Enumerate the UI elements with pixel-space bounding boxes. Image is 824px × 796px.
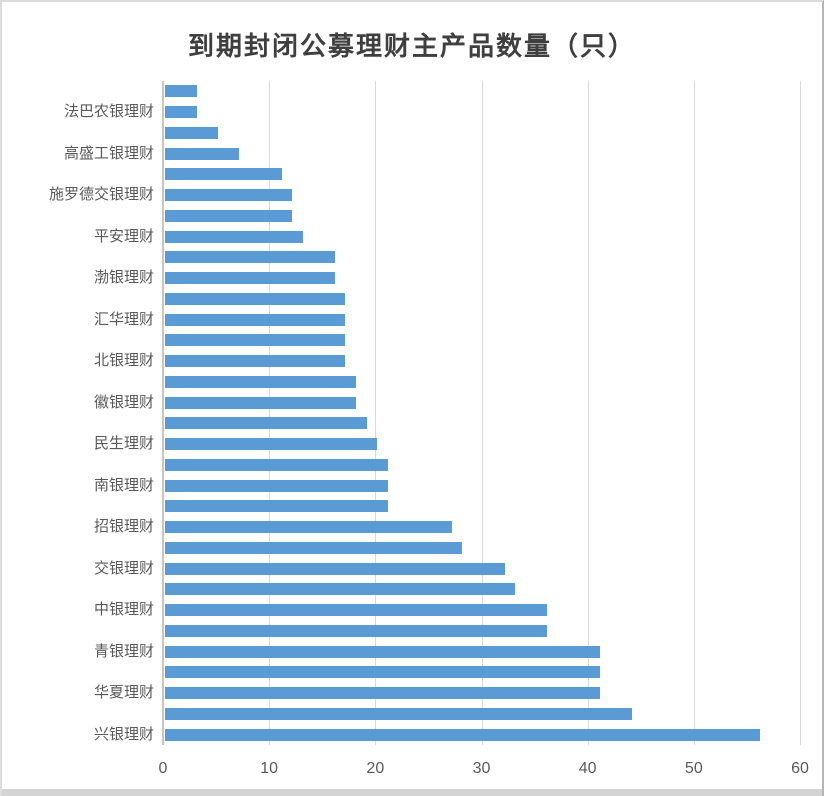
- category-label: 法巴农银理财: [63, 103, 154, 121]
- bar: [165, 728, 760, 741]
- bar: [165, 313, 346, 326]
- x-tick-label: 40: [578, 760, 597, 777]
- bar: [165, 604, 548, 617]
- x-tick-label: 30: [472, 760, 491, 777]
- bar: [165, 147, 240, 160]
- gridline: [375, 81, 377, 745]
- bar: [165, 666, 601, 679]
- category-label: 招银理财: [93, 518, 154, 536]
- bar: [165, 541, 463, 554]
- category-label: 北银理财: [93, 352, 154, 370]
- bar: [165, 230, 304, 243]
- bar: [165, 521, 452, 534]
- bar: [165, 438, 378, 451]
- bar: [165, 209, 293, 222]
- category-label: 高盛工银理财: [63, 144, 154, 162]
- bar: [165, 126, 219, 139]
- category-label: 交银理财: [93, 559, 154, 577]
- bar: [165, 458, 388, 471]
- category-label: 徽银理财: [93, 393, 154, 411]
- bar: [165, 687, 601, 700]
- bar: [165, 168, 282, 181]
- bar: [165, 106, 197, 119]
- x-tick-label: 20: [366, 760, 385, 777]
- bar: [165, 562, 505, 575]
- gridline: [481, 81, 483, 745]
- chart-title: 到期封闭公募理财主产品数量（只）: [187, 31, 636, 61]
- bar: [165, 583, 516, 596]
- bar: [165, 334, 346, 347]
- category-label: 平安理财: [93, 227, 154, 245]
- bottom-strip: [2, 789, 822, 796]
- gridline: [269, 81, 271, 745]
- gridline: [693, 81, 695, 745]
- category-label: 兴银理财: [93, 725, 154, 743]
- x-tick-label: 10: [260, 760, 279, 777]
- y-axis-line: [162, 81, 164, 745]
- category-label: 渤银理财: [93, 269, 154, 287]
- bar: [165, 500, 388, 513]
- bar: [165, 624, 548, 637]
- bar: [165, 85, 197, 98]
- category-label: 青银理财: [93, 642, 154, 660]
- gridline: [800, 81, 801, 745]
- gridline: [587, 81, 589, 745]
- category-label: 中银理财: [93, 601, 154, 619]
- plot-area: [162, 81, 801, 745]
- category-label: 民生理财: [93, 435, 154, 453]
- x-tick-label: 0: [158, 760, 168, 777]
- x-tick-label: 60: [791, 760, 809, 777]
- category-label: 南银理财: [93, 476, 154, 494]
- category-label: 施罗德交银理财: [48, 186, 154, 204]
- bar: [165, 355, 346, 368]
- bar: [165, 396, 357, 409]
- category-label: 华夏理财: [93, 684, 154, 702]
- bar: [165, 417, 367, 430]
- bar: [165, 375, 357, 388]
- bar: [165, 251, 335, 264]
- bar: [165, 292, 346, 305]
- bar: [165, 479, 388, 492]
- category-label: 汇华理财: [93, 310, 154, 328]
- bar: [165, 707, 633, 720]
- bar: [165, 189, 293, 202]
- bar: [165, 272, 335, 285]
- x-tick-label: 50: [684, 760, 703, 777]
- bar: [165, 645, 601, 658]
